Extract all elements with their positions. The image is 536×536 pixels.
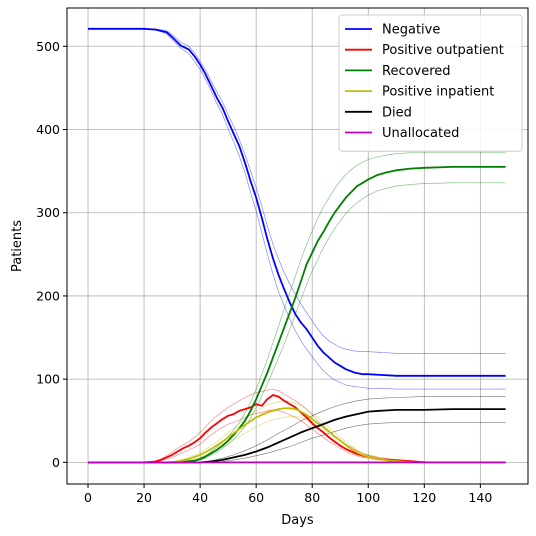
negative-upper-band bbox=[88, 28, 506, 354]
recovered-upper-band bbox=[88, 152, 506, 463]
positive-inpatient-line bbox=[88, 407, 506, 464]
x-axis-label: Days bbox=[281, 513, 314, 528]
legend: Negative Positive outpatient Recovered Posi… bbox=[338, 14, 523, 152]
legend-label-recovered: Recovered bbox=[382, 64, 451, 79]
x-tick-label: 60 bbox=[248, 490, 264, 505]
x-tick-label: 20 bbox=[136, 490, 152, 505]
negative-lower-band bbox=[88, 28, 506, 390]
legend-label-unallocated: Unallocated bbox=[382, 126, 459, 141]
y-tick-label: 400 bbox=[36, 122, 60, 137]
negative-line bbox=[88, 27, 506, 377]
x-tick-label: 0 bbox=[84, 490, 92, 505]
series-lines bbox=[88, 27, 506, 464]
legend-label-positive-inpatient: Positive inpatient bbox=[382, 85, 494, 100]
y-tick-label: 100 bbox=[36, 372, 60, 387]
y-axis-label: Patients bbox=[10, 220, 25, 272]
y-axis-ticks: 0 100 200 300 400 500 bbox=[36, 39, 67, 470]
legend-label-died: Died bbox=[382, 105, 412, 120]
legend-label-positive-outpatient: Positive outpatient bbox=[382, 43, 504, 58]
y-tick-label: 500 bbox=[36, 39, 60, 54]
x-tick-label: 140 bbox=[468, 490, 492, 505]
legend-label-negative: Negative bbox=[382, 23, 440, 38]
y-tick-label: 200 bbox=[36, 288, 60, 303]
plot-frame bbox=[66, 7, 529, 485]
x-axis-ticks: 0 20 40 60 80 100 120 140 bbox=[84, 484, 492, 505]
x-tick-label: 120 bbox=[412, 490, 436, 505]
x-tick-label: 100 bbox=[356, 490, 380, 505]
died-lower-band bbox=[88, 422, 506, 463]
y-tick-label: 300 bbox=[36, 205, 60, 220]
positive-outpatient-upper-band bbox=[88, 388, 506, 463]
recovered-line bbox=[88, 165, 506, 464]
x-tick-label: 80 bbox=[304, 490, 320, 505]
legend-box bbox=[338, 14, 523, 152]
x-tick-label: 40 bbox=[192, 490, 208, 505]
died-line bbox=[88, 408, 506, 464]
y-tick-label: 0 bbox=[52, 455, 60, 470]
